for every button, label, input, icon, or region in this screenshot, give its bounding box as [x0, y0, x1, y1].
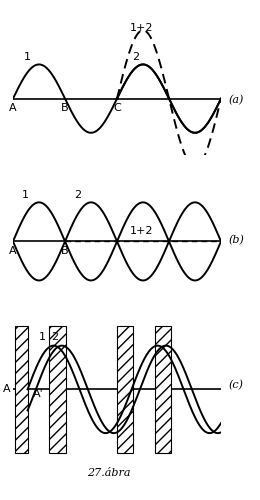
Text: 2: 2: [74, 190, 81, 200]
Text: (a): (a): [229, 95, 244, 105]
Text: A: A: [9, 102, 17, 113]
Text: B: B: [61, 246, 69, 256]
Text: 1: 1: [39, 332, 45, 342]
Text: 1: 1: [22, 190, 29, 200]
Text: C: C: [113, 102, 121, 113]
Text: 2: 2: [132, 52, 139, 62]
Text: (c): (c): [229, 380, 244, 390]
Text: 1+2: 1+2: [130, 24, 154, 34]
Text: B: B: [61, 102, 69, 113]
Bar: [155, 326, 171, 453]
Text: A: A: [3, 384, 11, 394]
Bar: [117, 326, 133, 453]
Text: 27.ábra: 27.ábra: [87, 468, 131, 477]
Text: 1+2: 1+2: [130, 226, 154, 236]
Text: A: A: [9, 246, 17, 256]
Text: 1: 1: [24, 52, 31, 62]
Bar: [49, 326, 66, 453]
Text: (b): (b): [229, 235, 245, 245]
Text: A': A': [32, 390, 43, 400]
Text: 2: 2: [51, 332, 58, 342]
Bar: [15, 326, 28, 453]
